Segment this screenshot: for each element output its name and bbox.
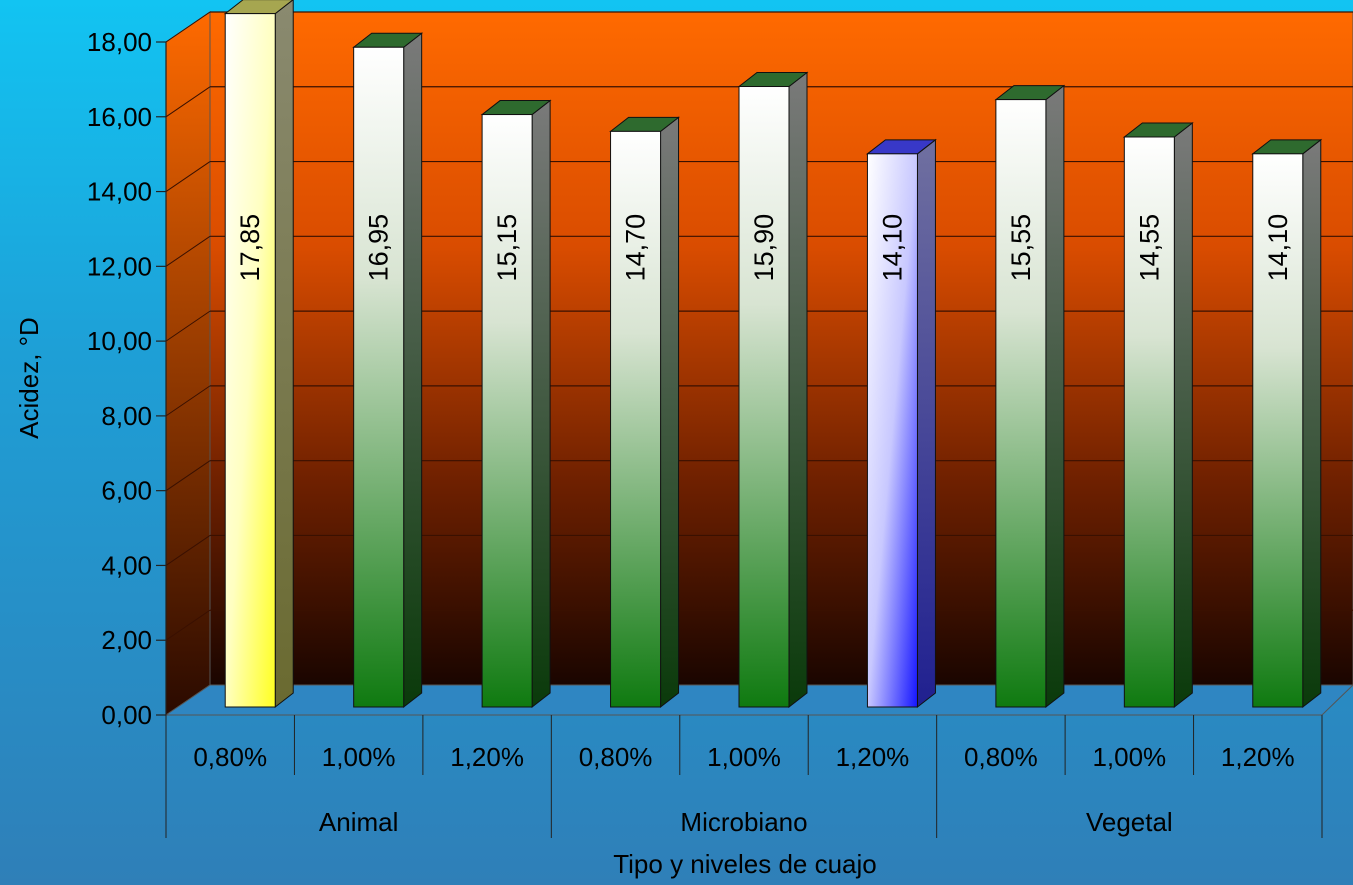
bar: 15,55 <box>994 84 1066 709</box>
bar-front <box>224 13 276 708</box>
group-label: Microbiano <box>680 807 807 837</box>
gridline-side <box>165 385 211 417</box>
data-label: 16,95 <box>364 214 394 282</box>
x-tick-label: 1,20% <box>450 742 524 772</box>
y-tick-label: 18,00 <box>87 27 152 57</box>
x-tick-label: 1,20% <box>836 742 910 772</box>
y-tick-label: 4,00 <box>101 550 152 580</box>
gridline-side <box>165 609 211 641</box>
bar-front <box>995 99 1047 708</box>
bar: 16,95 <box>352 32 424 709</box>
bar-front <box>481 114 533 708</box>
data-label: 17,85 <box>235 214 265 282</box>
x-tick-label: 0,80% <box>193 742 267 772</box>
group-label: Vegetal <box>1086 807 1173 837</box>
bar-side <box>531 99 551 709</box>
x-axis: 0,80% 1,00% 1,20% 0,80% 1,00% 1,20% 0,80% 1,00%… <box>165 715 1323 838</box>
data-label: 15,55 <box>1006 214 1036 282</box>
gridline-side <box>165 11 211 43</box>
bar-side <box>1173 121 1193 709</box>
bar-front <box>353 46 405 708</box>
x-tick-label: 1,00% <box>707 742 781 772</box>
data-label: 14,70 <box>621 214 651 282</box>
bar: 14,55 <box>1122 121 1194 709</box>
y-tick-label: 14,00 <box>87 177 152 207</box>
bar-side <box>788 71 808 709</box>
data-label: 15,15 <box>492 214 522 282</box>
y-axis: 0,00 2,00 4,00 6,00 8,00 10,00 12,00 14,00 16,00… <box>87 27 167 730</box>
y-tick-label: 0,00 <box>101 700 152 730</box>
bar-front <box>1252 153 1304 708</box>
bar-front <box>738 86 790 708</box>
x-tick-label: 0,80% <box>579 742 653 772</box>
x-tick-label: 1,20% <box>1221 742 1295 772</box>
bar: 14,70 <box>609 116 681 709</box>
y-tick-label: 16,00 <box>87 102 152 132</box>
bars: 17,85 16,95 15,15 14,70 15,90 14,10 15,55 14,55… <box>223 0 1323 709</box>
bar: 14,10 <box>1251 138 1323 709</box>
data-label: 15,90 <box>749 214 779 282</box>
gridline-side <box>165 460 211 492</box>
data-label: 14,55 <box>1134 214 1164 282</box>
bar-side <box>403 32 423 709</box>
bar-front <box>866 153 918 708</box>
y-tick-label: 12,00 <box>87 251 152 281</box>
data-label: 14,10 <box>877 214 907 282</box>
y-tick-label: 6,00 <box>101 476 152 506</box>
bar-side <box>274 0 294 709</box>
bar-side <box>1302 138 1322 709</box>
x-tick-label: 1,00% <box>322 742 396 772</box>
gridline-side <box>165 86 211 118</box>
y-tick-label: 2,00 <box>101 625 152 655</box>
gridline-side <box>165 161 211 192</box>
bar-front <box>1123 136 1175 708</box>
x-axis-title: Tipo y niveles de cuajo <box>613 849 877 879</box>
gridline-side <box>165 535 211 566</box>
bar-front <box>610 130 662 708</box>
data-label: 14,10 <box>1263 214 1293 282</box>
group-label: Animal <box>319 807 398 837</box>
y-axis-title: Acidez, °D <box>14 317 44 439</box>
bar: 14,10 <box>865 138 937 709</box>
bar: 17,85 <box>223 0 294 709</box>
y-tick-label: 10,00 <box>87 326 152 356</box>
bar: 15,15 <box>480 99 552 709</box>
bar-side <box>660 116 680 709</box>
gridline-side <box>165 310 211 342</box>
bar-side <box>916 138 936 709</box>
y-tick-label: 8,00 <box>101 401 152 431</box>
gridline-side <box>165 235 211 267</box>
x-tick-label: 0,80% <box>964 742 1038 772</box>
left-wall <box>165 11 211 716</box>
bar-side <box>1045 84 1065 709</box>
bar: 15,90 <box>737 71 809 709</box>
x-tick-label: 1,00% <box>1092 742 1166 772</box>
